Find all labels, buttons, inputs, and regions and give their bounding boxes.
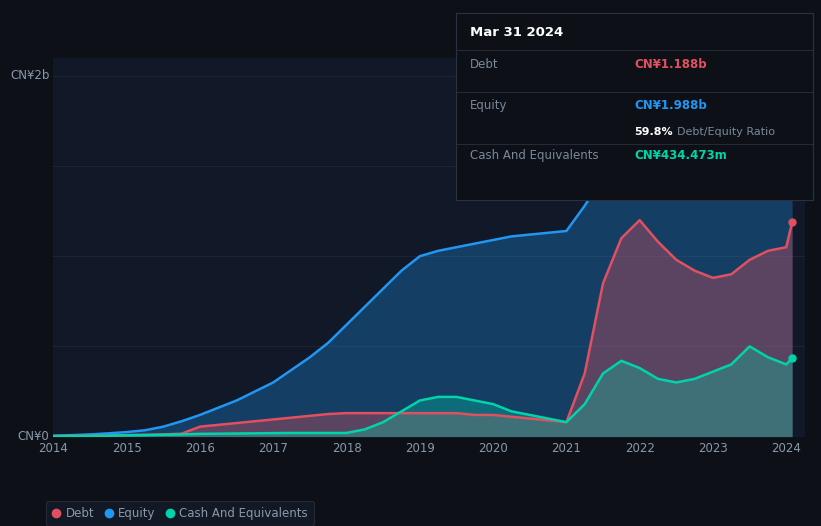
Legend: Debt, Equity, Cash And Equivalents: Debt, Equity, Cash And Equivalents (46, 501, 314, 525)
Point (786, 354, 799, 362)
Text: CN¥1.188b: CN¥1.188b (635, 58, 707, 71)
Text: Debt/Equity Ratio: Debt/Equity Ratio (677, 127, 775, 137)
Text: Debt: Debt (470, 58, 498, 71)
Point (786, 74, 799, 82)
Text: CN¥0: CN¥0 (18, 430, 49, 443)
Text: Equity: Equity (470, 99, 507, 112)
Text: CN¥434.473m: CN¥434.473m (635, 149, 727, 163)
Text: CN¥1.988b: CN¥1.988b (635, 99, 707, 112)
Text: Mar 31 2024: Mar 31 2024 (470, 26, 563, 39)
Text: CN¥2b: CN¥2b (10, 69, 49, 83)
Point (786, 218, 799, 227)
Text: 59.8%: 59.8% (635, 127, 673, 137)
Text: Cash And Equivalents: Cash And Equivalents (470, 149, 599, 163)
